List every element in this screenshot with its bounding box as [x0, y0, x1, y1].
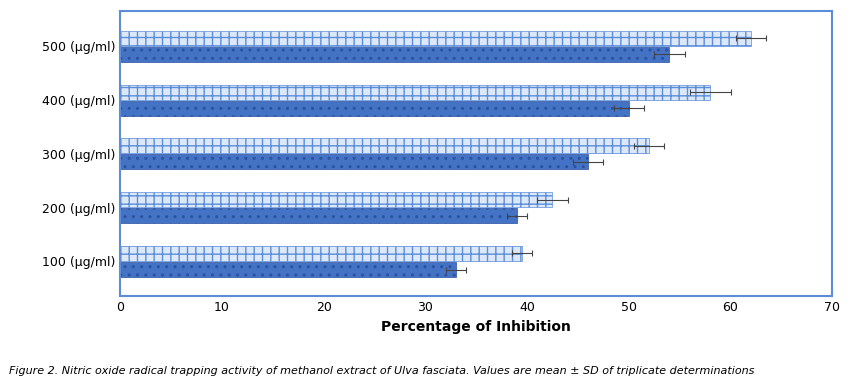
Bar [120, 101, 629, 116]
Bar [120, 246, 522, 261]
Bar [120, 138, 650, 154]
Bar [120, 154, 588, 169]
Bar [120, 192, 553, 207]
Bar [120, 31, 751, 46]
Text: Figure 2. Nitric oxide radical trapping activity of methanol extract of Ulva fas: Figure 2. Nitric oxide radical trapping … [9, 366, 754, 376]
Bar [120, 208, 517, 223]
Bar [120, 47, 669, 62]
Bar [120, 84, 710, 100]
Bar [120, 262, 456, 277]
X-axis label: Percentage of Inhibition: Percentage of Inhibition [381, 320, 571, 334]
